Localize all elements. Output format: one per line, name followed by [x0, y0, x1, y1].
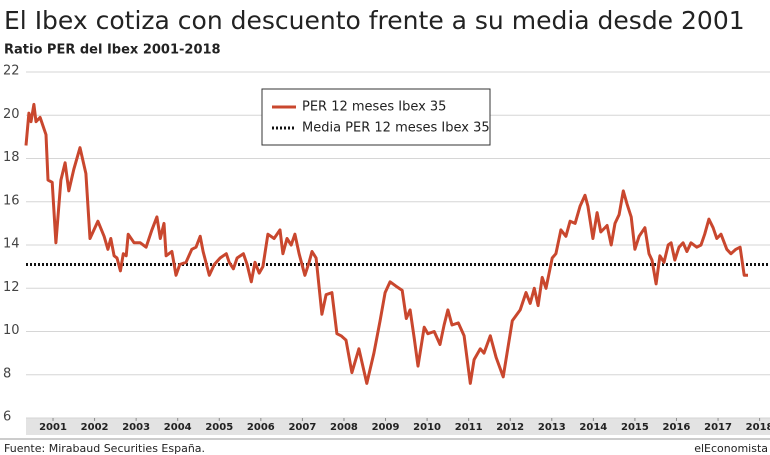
source: Fuente: Mirabaud Securities España. [4, 442, 205, 455]
legend-label: Media PER 12 meses Ibex 35 [302, 121, 490, 136]
y-tick-label: 14 [3, 237, 20, 252]
x-tick-label: 2012 [496, 422, 524, 433]
y-tick-label: 20 [3, 107, 20, 122]
legend-label: PER 12 meses Ibex 35 [302, 100, 446, 115]
x-tick-label: 2007 [288, 422, 316, 433]
x-tick-label: 2018 [746, 422, 770, 433]
x-tick-label: 2014 [579, 422, 607, 433]
brand: elEconomista [694, 442, 768, 455]
x-axis-band [26, 418, 770, 435]
x-tick-label: 2017 [704, 422, 732, 433]
x-tick-label: 2006 [247, 422, 275, 433]
x-tick-label: 2011 [455, 422, 483, 433]
y-tick-label: 10 [3, 323, 20, 338]
x-tick-label: 2009 [372, 422, 400, 433]
x-tick-label: 2016 [663, 422, 691, 433]
x-tick-label: 2010 [413, 422, 441, 433]
x-tick-label: 2013 [538, 422, 566, 433]
y-tick-label: 12 [3, 280, 20, 295]
y-tick-label: 6 [3, 410, 11, 425]
y-tick-label: 16 [3, 193, 20, 208]
chart-subtitle: Ratio PER del Ibex 2001-2018 [4, 43, 221, 58]
y-tick-label: 18 [3, 150, 20, 165]
x-tick-label: 2001 [39, 422, 67, 433]
x-tick-label: 2003 [122, 422, 150, 433]
legend-box [261, 88, 491, 146]
x-tick-label: 2008 [330, 422, 358, 433]
series-line [24, 102, 748, 385]
chart-title: El Ibex cotiza con descuento frente a su… [4, 6, 745, 35]
x-tick-label: 2002 [81, 422, 109, 433]
y-tick-label: 8 [3, 366, 11, 381]
x-tick-label: 2004 [164, 422, 192, 433]
x-tick-label: 2005 [205, 422, 233, 433]
y-tick-label: 22 [3, 64, 20, 79]
x-tick-label: 2015 [621, 422, 649, 433]
